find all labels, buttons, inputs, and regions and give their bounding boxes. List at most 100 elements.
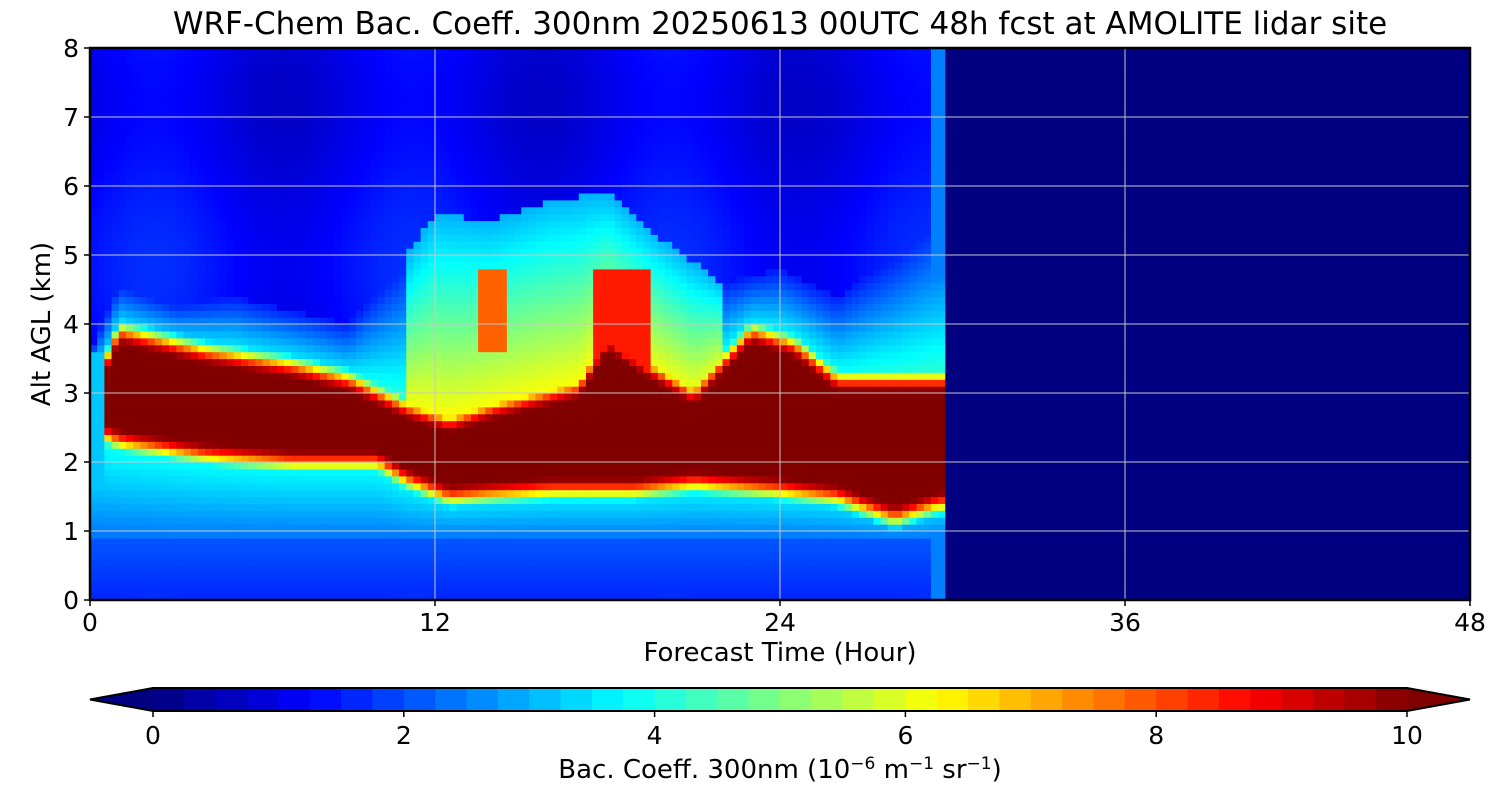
heat-cell bbox=[219, 68, 228, 77]
heat-cell bbox=[427, 358, 436, 366]
heat-cell bbox=[154, 413, 163, 422]
heat-cell bbox=[391, 565, 400, 573]
heat-cell bbox=[399, 503, 407, 511]
heat-cell bbox=[499, 420, 508, 429]
heat-cell bbox=[197, 186, 206, 194]
heat-cell bbox=[528, 337, 537, 346]
heat-cell bbox=[147, 399, 156, 408]
heat-cell bbox=[399, 296, 407, 304]
heat-cell bbox=[118, 496, 127, 504]
heat-cell bbox=[463, 123, 472, 132]
heat-cell bbox=[420, 517, 429, 525]
heat-cell bbox=[269, 186, 278, 194]
heat-cell bbox=[154, 462, 163, 470]
heat-cell bbox=[348, 303, 357, 311]
heat-cell bbox=[449, 462, 458, 470]
heat-cell bbox=[154, 54, 163, 63]
heat-cell bbox=[298, 110, 307, 118]
heat-cell bbox=[233, 517, 242, 525]
heat-cell bbox=[161, 151, 170, 159]
heat-cell bbox=[327, 89, 335, 97]
heat-cell bbox=[212, 103, 220, 111]
heat-cell bbox=[312, 337, 321, 346]
heat-cell bbox=[161, 296, 170, 304]
heat-cell bbox=[499, 117, 508, 125]
heat-cell bbox=[470, 75, 479, 84]
heat-cell bbox=[276, 579, 285, 587]
heat-cell bbox=[190, 365, 199, 373]
heat-cell bbox=[492, 234, 501, 242]
heat-cell bbox=[226, 275, 235, 284]
heat-cell bbox=[420, 75, 429, 84]
heat-cell bbox=[97, 358, 105, 366]
heat-cell bbox=[384, 289, 393, 297]
heat-cell bbox=[226, 537, 235, 546]
heat-cell bbox=[521, 255, 530, 263]
heat-cell bbox=[140, 558, 149, 567]
heat-cell bbox=[255, 103, 264, 111]
heat-cell bbox=[528, 241, 537, 249]
heat-cell bbox=[284, 344, 292, 353]
heat-cell bbox=[406, 351, 415, 360]
heat-cell bbox=[427, 531, 436, 539]
heat-cell bbox=[111, 96, 120, 104]
heat-cell bbox=[427, 393, 436, 401]
heat-cell bbox=[514, 551, 522, 560]
heat-cell bbox=[334, 213, 343, 222]
heat-cell bbox=[528, 441, 537, 449]
heat-cell bbox=[320, 537, 328, 546]
heat-cell bbox=[169, 275, 177, 284]
heat-cell bbox=[528, 144, 537, 153]
heat-cell bbox=[104, 579, 113, 587]
heat-cell bbox=[521, 434, 530, 442]
heat-cell bbox=[269, 130, 278, 139]
heat-cell bbox=[276, 344, 285, 353]
heat-cell bbox=[154, 579, 163, 587]
heat-cell bbox=[449, 448, 458, 456]
heat-cell bbox=[90, 144, 98, 153]
heat-cell bbox=[456, 158, 465, 166]
heat-cell bbox=[183, 303, 192, 311]
heat-cell bbox=[169, 593, 177, 600]
heat-cell bbox=[341, 275, 350, 284]
heat-cell bbox=[147, 475, 156, 484]
heat-cell bbox=[291, 179, 300, 187]
heat-cell bbox=[506, 317, 515, 325]
heat-cell bbox=[485, 117, 494, 125]
heat-cell bbox=[420, 489, 429, 498]
heat-cell bbox=[478, 330, 486, 339]
heat-cell bbox=[255, 186, 264, 194]
heat-cell bbox=[226, 358, 235, 366]
heat-cell bbox=[521, 317, 530, 325]
heat-cell bbox=[226, 427, 235, 435]
heat-cell bbox=[355, 199, 364, 208]
heat-cell bbox=[276, 275, 285, 284]
heat-cell bbox=[233, 241, 242, 249]
heat-cell bbox=[420, 358, 429, 366]
heat-cell bbox=[169, 379, 177, 387]
heat-cell bbox=[269, 158, 278, 166]
heat-cell bbox=[521, 475, 530, 484]
heat-cell bbox=[154, 399, 163, 408]
heat-cell bbox=[291, 248, 300, 256]
heat-cell bbox=[125, 358, 134, 366]
heat-cell bbox=[104, 303, 113, 311]
heat-cell bbox=[470, 579, 479, 587]
heat-cell bbox=[176, 531, 185, 539]
heat-cell bbox=[269, 303, 278, 311]
heat-cell bbox=[276, 68, 285, 77]
heat-cell bbox=[298, 123, 307, 132]
heat-cell bbox=[348, 593, 357, 600]
heat-cell bbox=[485, 517, 494, 525]
heat-cell bbox=[161, 268, 170, 277]
heat-cell bbox=[255, 565, 264, 573]
heat-cell bbox=[327, 531, 335, 539]
heat-cell bbox=[305, 358, 314, 366]
heat-cell bbox=[97, 89, 105, 97]
heat-cell bbox=[255, 544, 264, 553]
heat-cell bbox=[262, 406, 271, 415]
heat-cell bbox=[427, 510, 436, 518]
heat-cell bbox=[298, 261, 307, 270]
heat-cell bbox=[262, 268, 271, 277]
heat-cell bbox=[348, 234, 357, 242]
